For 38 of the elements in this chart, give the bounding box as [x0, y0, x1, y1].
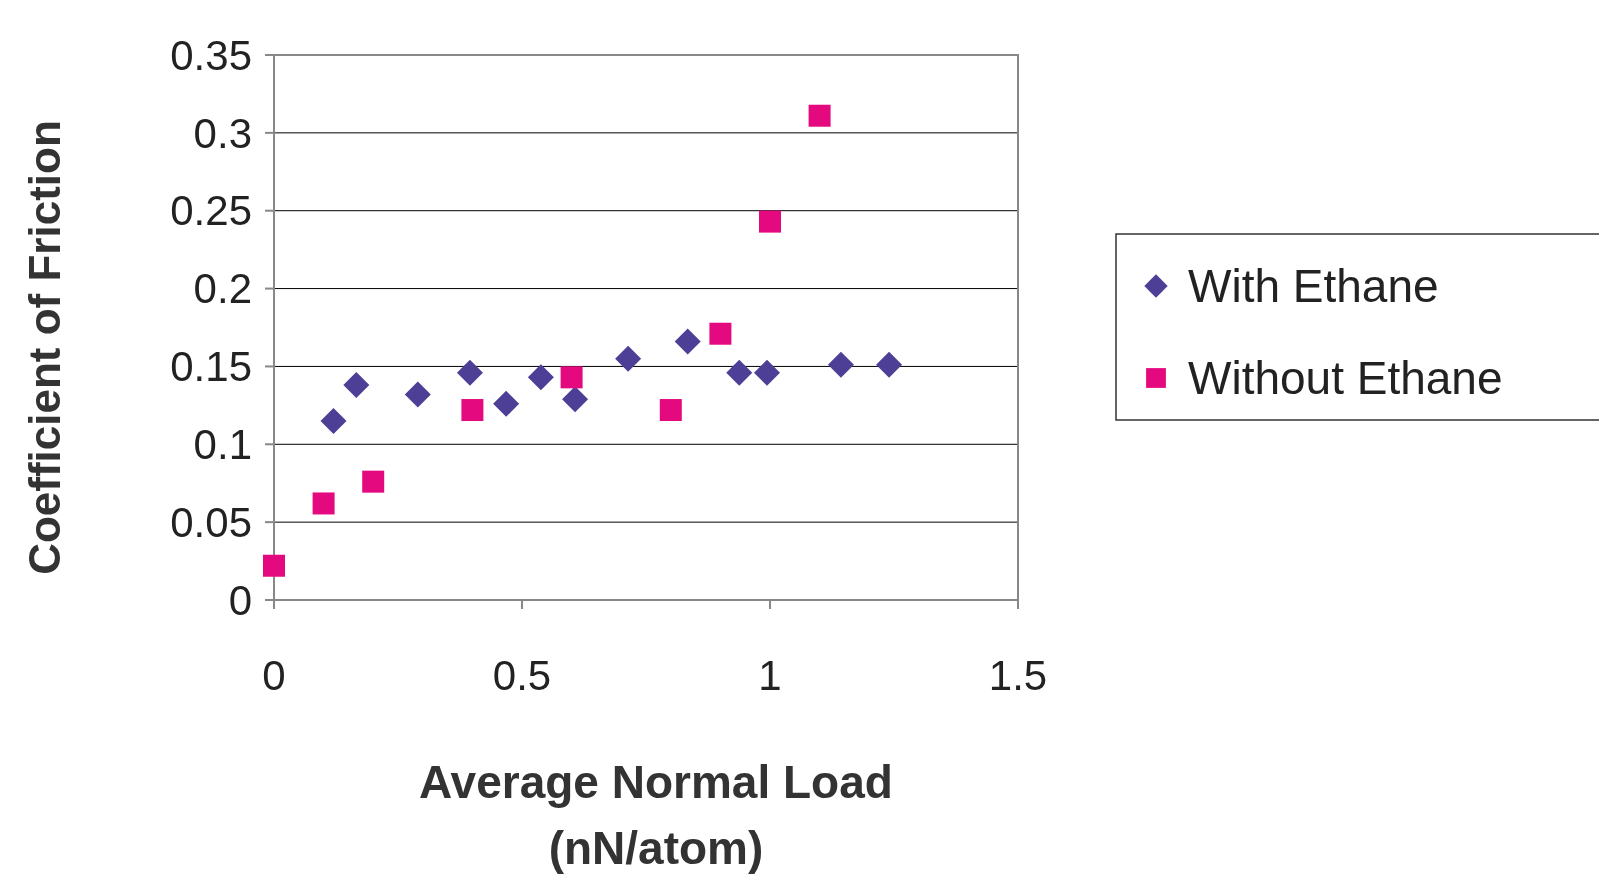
y-tick-label: 0.25: [170, 187, 252, 235]
point: [754, 359, 781, 386]
point: [808, 104, 831, 127]
point: [759, 210, 781, 233]
point: [493, 390, 520, 417]
point: [263, 554, 285, 577]
point: [320, 407, 347, 434]
y-tick-label: 0: [228, 576, 252, 624]
x-tick-label: 1.5: [988, 652, 1048, 699]
y-tick-label: 0.3: [193, 109, 252, 157]
y-tick-label: 0.05: [170, 498, 252, 546]
point: [562, 386, 589, 413]
point: [876, 351, 903, 378]
x-tick-label: 0: [262, 652, 286, 699]
y-tick-label: 0.35: [170, 31, 252, 79]
x-tick-label: 1: [758, 652, 782, 699]
point: [709, 322, 732, 345]
point: [615, 345, 642, 372]
point: [312, 492, 335, 515]
point: [404, 381, 431, 408]
y-axis-title: Coefficient of Friction: [20, 120, 69, 575]
point: [456, 359, 483, 386]
x-axis-title: Average Normal Load (nN/atom): [419, 756, 893, 874]
y-tick-label: 0.2: [193, 265, 252, 313]
point: [527, 364, 554, 391]
point: [827, 351, 854, 378]
point: [362, 470, 385, 493]
x-tick-label: 0.5: [492, 652, 552, 699]
point: [674, 328, 701, 355]
point: [343, 372, 370, 399]
y-tick-label: 0.1: [193, 420, 252, 468]
point: [726, 359, 753, 386]
legend-label: Without Ethane: [1188, 352, 1503, 405]
legend-label: With Ethane: [1188, 260, 1439, 313]
point: [461, 399, 484, 422]
point: [659, 399, 682, 422]
point: [560, 366, 583, 389]
y-tick-label: 0.15: [170, 343, 252, 391]
